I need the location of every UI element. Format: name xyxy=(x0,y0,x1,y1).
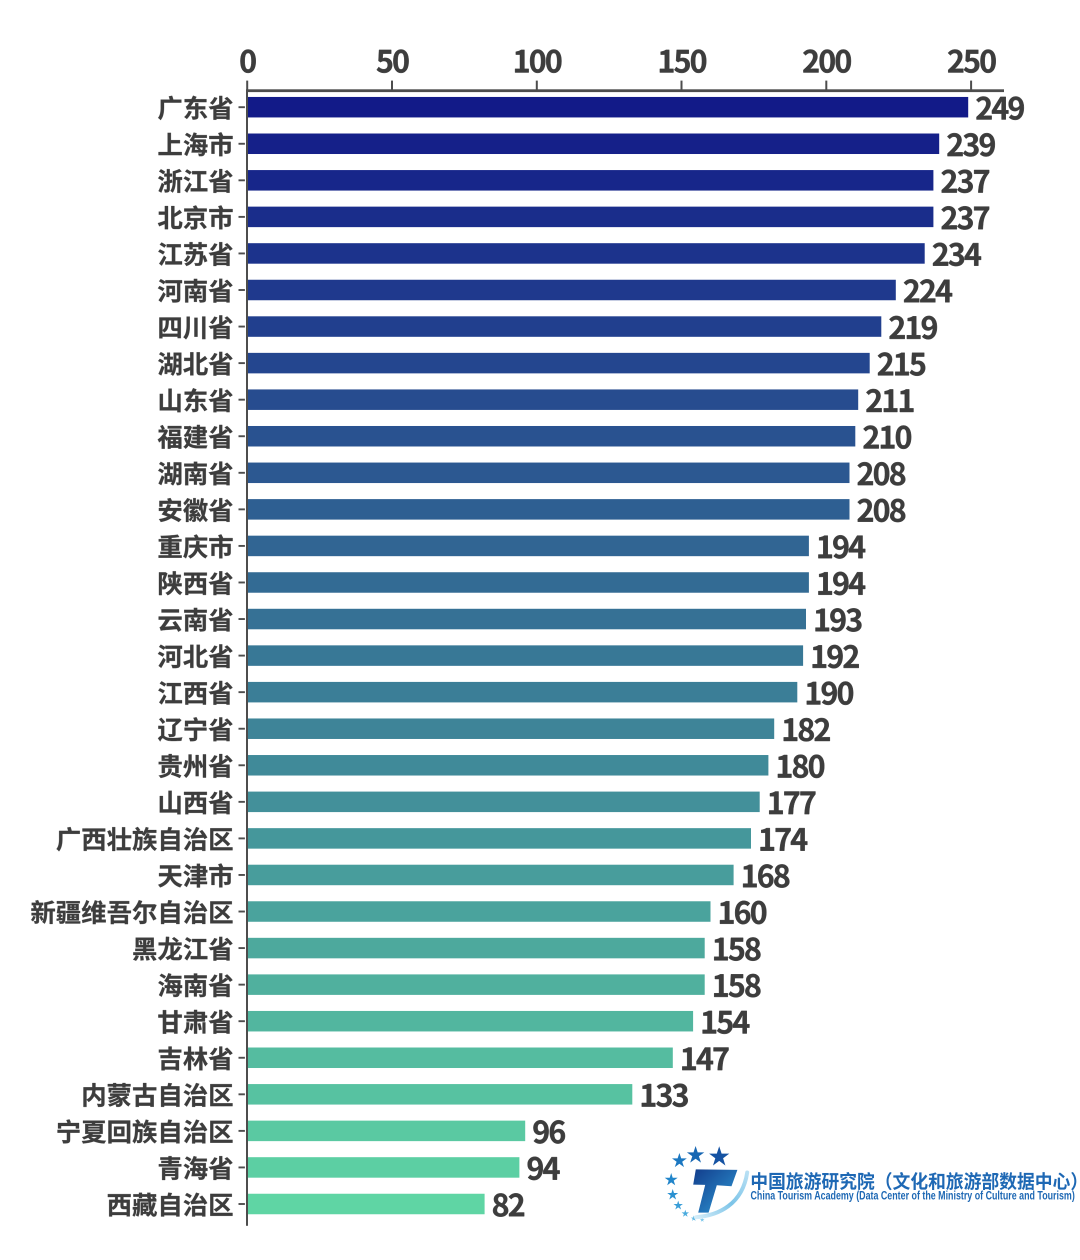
svg-text:China Tourism Academy (Data Ce: China Tourism Academy (Data Center of th… xyxy=(751,1188,1075,1202)
